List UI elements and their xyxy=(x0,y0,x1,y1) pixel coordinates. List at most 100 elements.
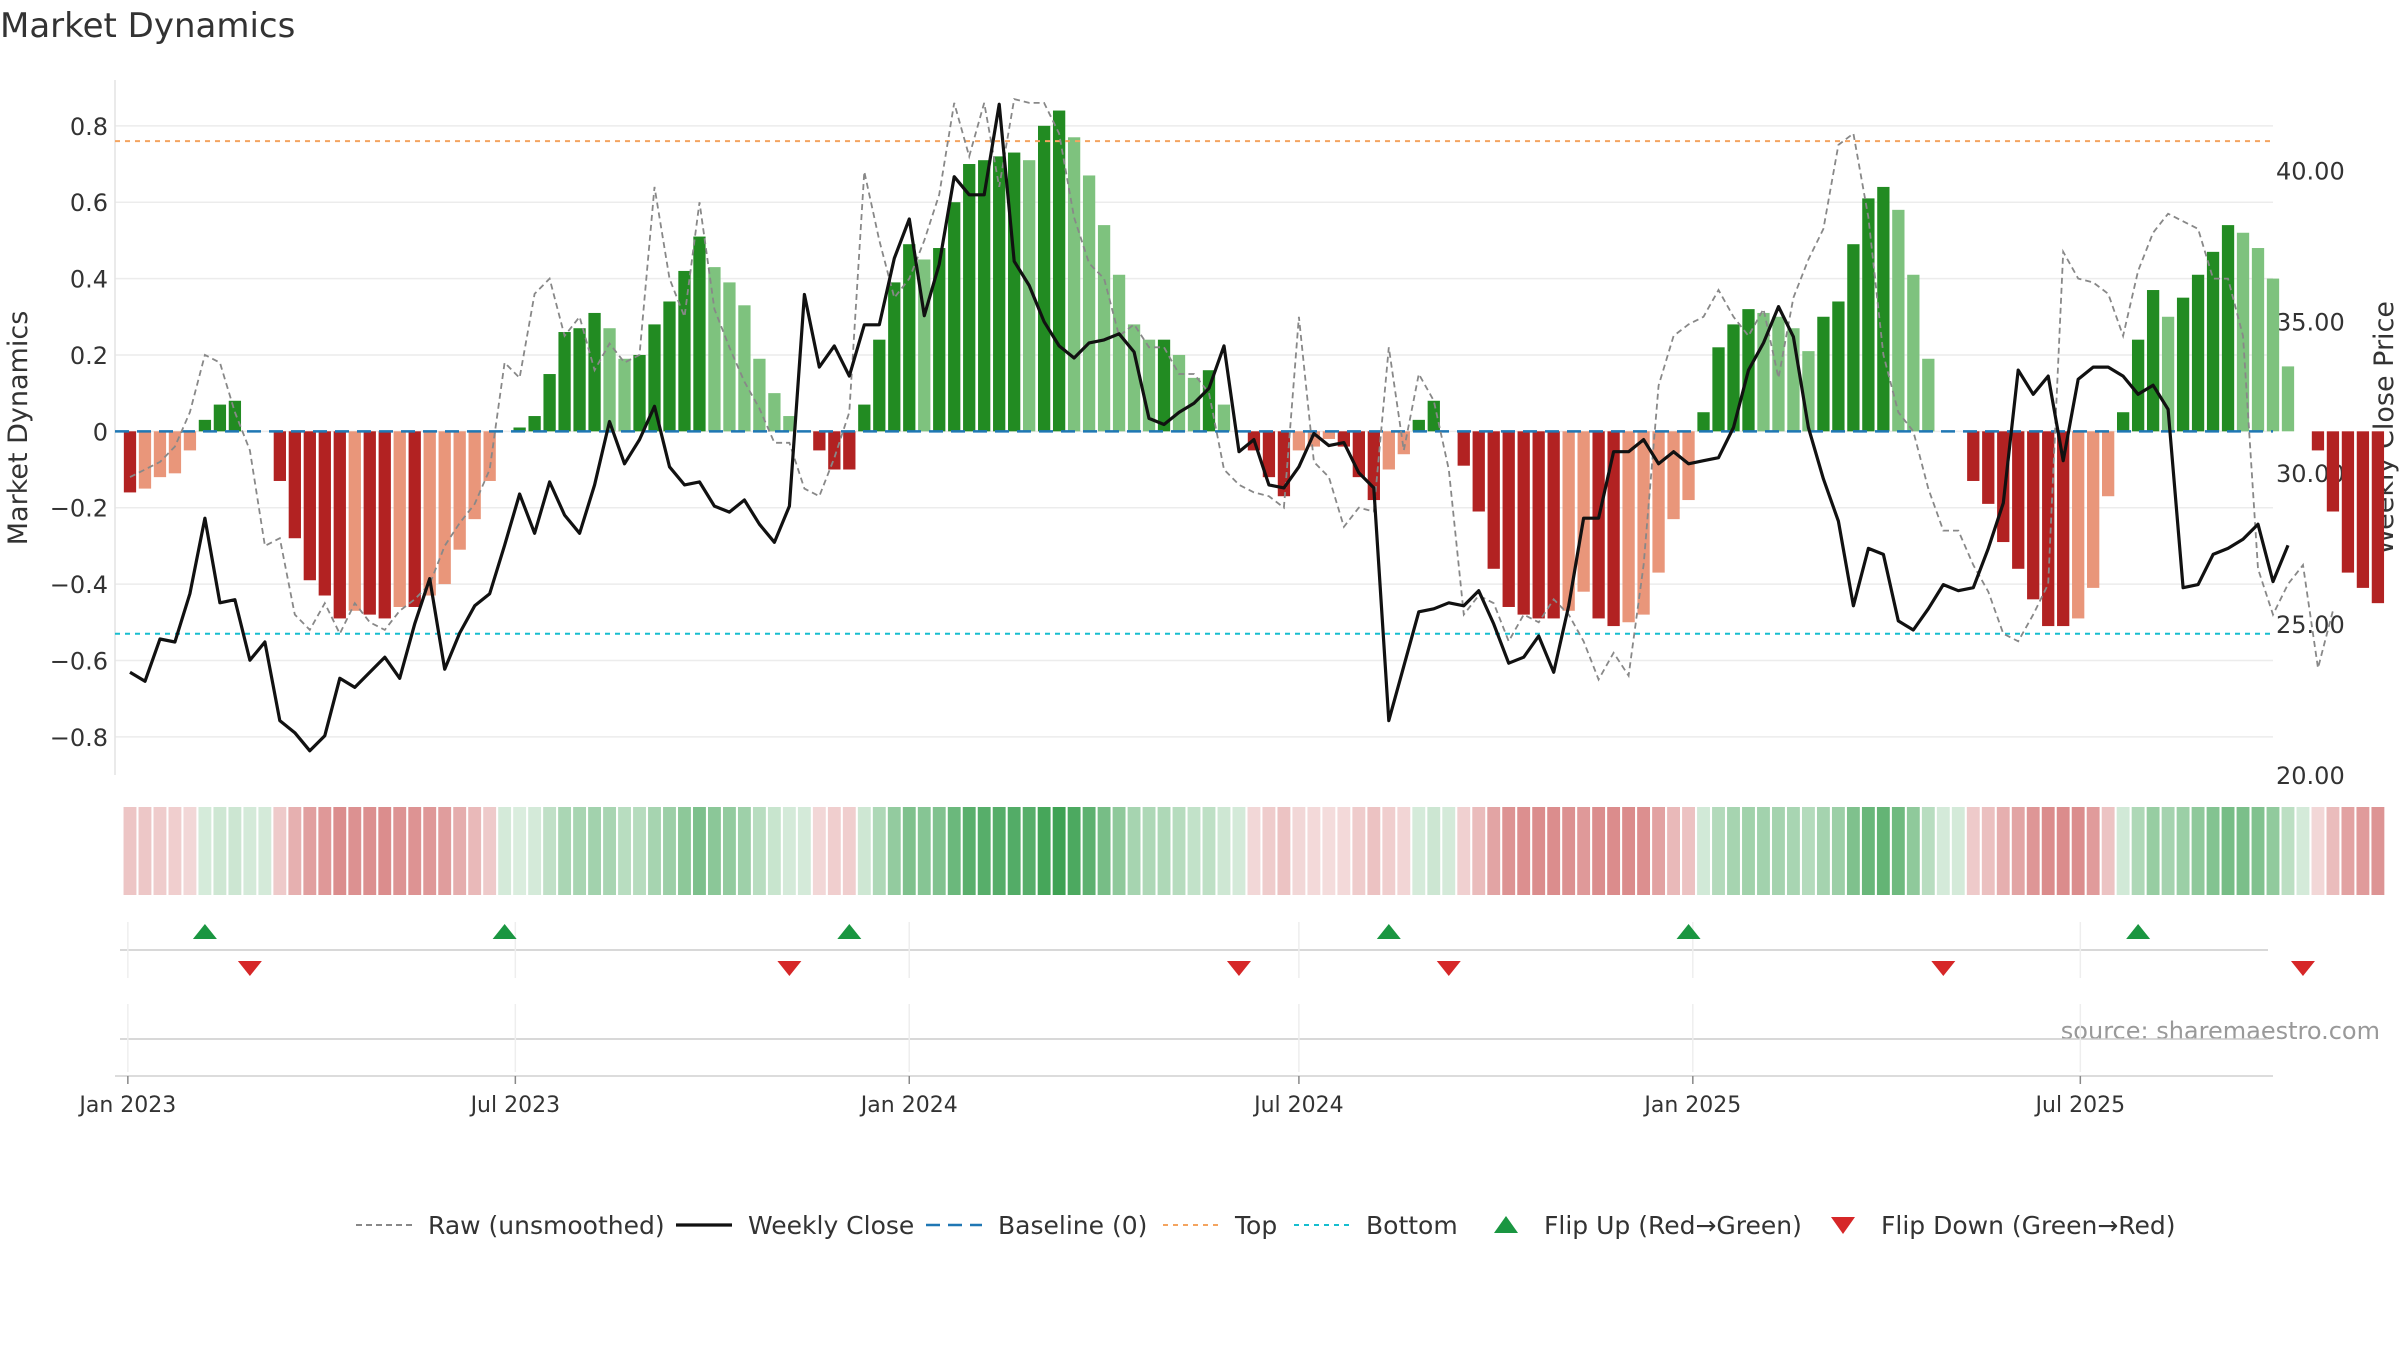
heat-cell xyxy=(333,807,347,895)
dynamics-bar xyxy=(1472,431,1485,512)
heat-cell xyxy=(2326,807,2340,895)
flip-up-marker xyxy=(1376,924,1401,939)
heat-cell xyxy=(1472,807,1486,895)
heat-cell xyxy=(543,807,557,895)
heat-cell xyxy=(992,807,1006,895)
dynamics-bar xyxy=(1907,274,1920,432)
heat-cell xyxy=(1427,807,1441,895)
dynamics-bar xyxy=(1487,431,1500,569)
dynamics-bar xyxy=(2191,274,2205,432)
flip-down-marker xyxy=(2290,961,2315,976)
heat-cell xyxy=(1307,807,1321,895)
flip-up-marker xyxy=(1676,924,1701,939)
dynamics-bar xyxy=(573,328,586,432)
dynamics-bar xyxy=(1667,431,1680,520)
y-tick-label: −0.8 xyxy=(50,724,108,752)
heat-cell xyxy=(1592,807,1606,895)
heat-cell xyxy=(348,807,362,895)
heat-cell xyxy=(1936,807,1950,895)
dynamics-bar xyxy=(1862,198,1875,432)
heat-cell xyxy=(573,807,587,895)
dynamics-bar xyxy=(138,431,152,489)
y-tick-label: 0.6 xyxy=(70,189,108,217)
heat-cell xyxy=(1487,807,1501,895)
x-tick-label: Jul 2024 xyxy=(1252,1093,1344,1118)
heat-cell xyxy=(932,807,946,895)
dynamics-bar xyxy=(2221,225,2235,432)
heat-cell xyxy=(2176,807,2190,895)
heat-cell xyxy=(1981,807,1995,895)
heat-cell xyxy=(318,807,332,895)
dynamics-bar xyxy=(288,431,301,539)
dynamics-bar xyxy=(1697,412,1710,432)
dynamics-bar xyxy=(1847,244,1860,432)
dynamics-bar xyxy=(1067,137,1081,432)
heat-cell xyxy=(1772,807,1785,895)
x-axis: Jan 2023 Jul 2023 Jan 2024 Jul 2024 Jan 2025… xyxy=(77,1075,2273,1118)
heat-cell xyxy=(228,807,242,895)
heat-cell xyxy=(962,807,976,895)
y-tick-label: 0.2 xyxy=(70,342,108,370)
heat-cell xyxy=(1172,807,1186,895)
heat-cell xyxy=(468,807,482,895)
dynamics-bar xyxy=(1502,431,1515,607)
dynamics-bar xyxy=(2057,431,2070,627)
heat-cell xyxy=(213,807,227,895)
heat-cell xyxy=(1697,807,1710,895)
heat-cell xyxy=(887,807,901,895)
heat-cell xyxy=(1906,807,1920,895)
heat-cell xyxy=(408,807,422,895)
heat-cell xyxy=(1742,807,1755,895)
heat-cell xyxy=(1876,807,1890,895)
dynamics-bar xyxy=(2236,232,2250,432)
heat-cell xyxy=(1921,807,1935,895)
heat-cell xyxy=(2356,807,2370,895)
heat-cell xyxy=(1262,807,1276,895)
heat-cell xyxy=(1577,807,1591,895)
dynamics-bar xyxy=(543,374,556,432)
heat-cell xyxy=(782,807,796,895)
heat-cell xyxy=(303,807,317,895)
heat-cell xyxy=(498,807,512,895)
dynamics-bar xyxy=(153,431,167,478)
heat-cell xyxy=(1996,807,2010,895)
heat-cell xyxy=(2296,807,2310,895)
legend-label: Weekly Close xyxy=(748,1211,914,1240)
dynamics-bar xyxy=(558,332,571,432)
dynamics-bar xyxy=(348,431,361,611)
heat-cell xyxy=(1667,807,1680,895)
y2-tick-label: 35.00 xyxy=(2276,309,2345,337)
heat-cell xyxy=(857,807,871,895)
heat-cell xyxy=(618,807,631,895)
dynamics-bar xyxy=(783,416,796,432)
heat-cell xyxy=(2071,807,2085,895)
heat-cell xyxy=(273,807,287,895)
dynamics-bar xyxy=(873,339,886,432)
heat-cell xyxy=(2011,807,2025,895)
heat-cell xyxy=(258,807,272,895)
heat-cell xyxy=(1037,807,1051,895)
dynamics-bar xyxy=(468,431,481,520)
heat-cell xyxy=(1067,807,1081,895)
dynamics-bar xyxy=(1427,400,1440,432)
heat-cell xyxy=(363,807,377,895)
dynamics-bar xyxy=(1592,431,1605,619)
heat-cell xyxy=(678,807,691,895)
heat-cell xyxy=(2086,807,2100,895)
dynamics-bar xyxy=(753,358,766,432)
x-tick-label: Jan 2023 xyxy=(77,1093,176,1118)
heat-cell xyxy=(797,807,811,895)
heat-cell xyxy=(2236,807,2250,895)
dynamics-bar xyxy=(843,431,856,470)
heat-cell xyxy=(1502,807,1516,895)
dynamics-bar xyxy=(1262,431,1276,478)
heat-cell xyxy=(1082,807,1096,895)
dynamics-bar xyxy=(2341,431,2355,573)
dynamics-bar xyxy=(1712,347,1725,432)
dynamics-bar xyxy=(1637,431,1650,615)
dynamics-bar xyxy=(1217,404,1231,432)
dynamics-bar xyxy=(1037,125,1051,432)
heat-cell xyxy=(153,807,167,895)
heat-cell xyxy=(917,807,931,895)
